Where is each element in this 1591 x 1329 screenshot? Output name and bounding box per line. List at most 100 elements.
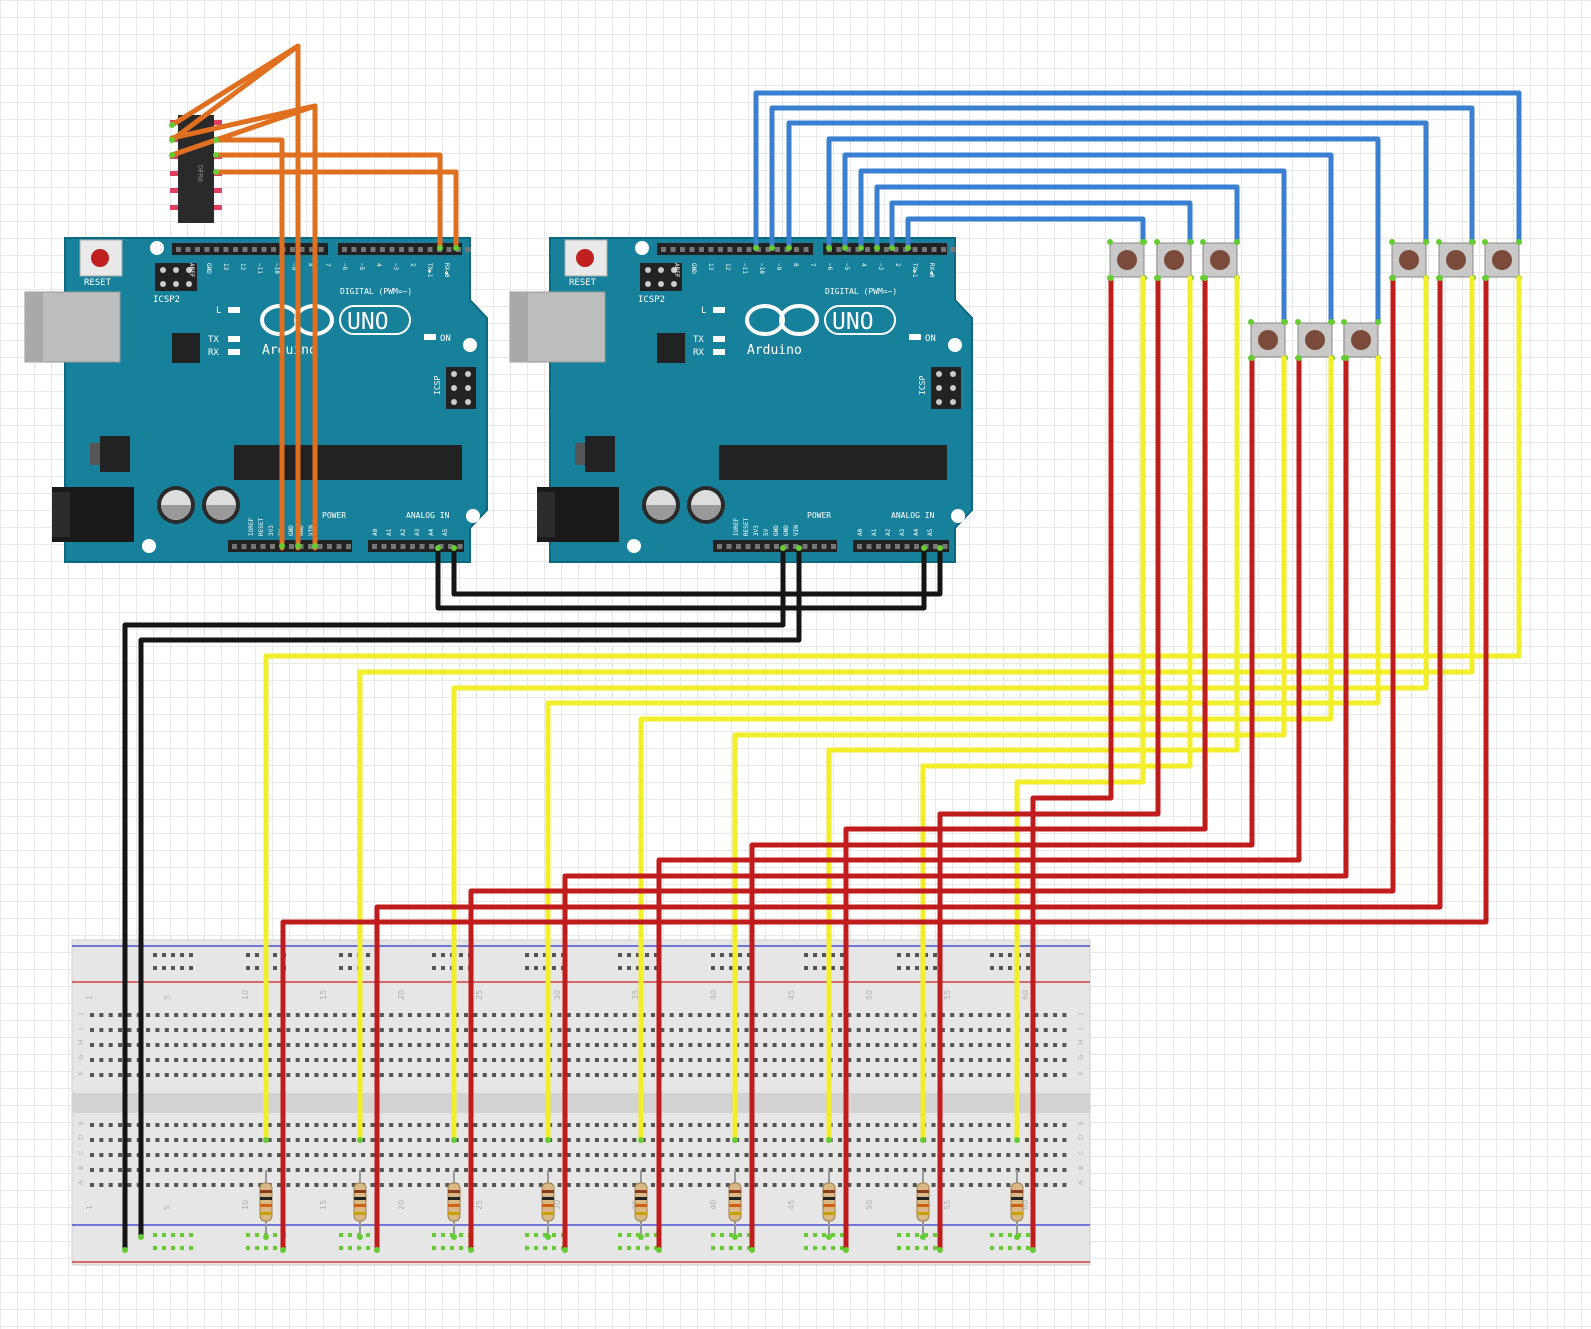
resistor bbox=[1010, 1170, 1024, 1235]
breadboard-hole bbox=[669, 1168, 674, 1172]
wire-end bbox=[749, 1247, 755, 1253]
header-pin bbox=[185, 247, 191, 252]
breadboard-hole bbox=[912, 1153, 917, 1157]
resistor-pin bbox=[451, 1234, 457, 1240]
breadboard-hole bbox=[585, 1043, 590, 1047]
breadboard-hole bbox=[351, 1123, 356, 1127]
breadboard-hole bbox=[211, 1168, 216, 1172]
breadboard-hole bbox=[744, 1058, 749, 1062]
breadboard-hole bbox=[1006, 1058, 1011, 1062]
breadboard-hole bbox=[277, 1013, 281, 1017]
wire-end bbox=[280, 1247, 286, 1253]
resistor-body bbox=[1010, 1182, 1024, 1222]
header-pin bbox=[950, 247, 956, 252]
breadboard-hole bbox=[744, 1123, 749, 1127]
resistor-band bbox=[542, 1197, 554, 1200]
breadboard-hole bbox=[426, 1028, 431, 1032]
resistor-band bbox=[823, 1204, 835, 1207]
pin-label: TX▶1 bbox=[911, 263, 918, 278]
breadboard-hole bbox=[838, 1138, 842, 1142]
breadboard-hole bbox=[351, 1183, 356, 1187]
pin-label: 13 bbox=[222, 263, 229, 271]
breadboard-hole bbox=[164, 1183, 169, 1187]
breadboard-hole bbox=[813, 953, 817, 957]
header-pin bbox=[380, 247, 385, 252]
breadboard-hole bbox=[725, 1013, 730, 1017]
breadboard-hole bbox=[361, 1123, 366, 1127]
breadboard-hole bbox=[417, 1043, 422, 1047]
breadboard-hole bbox=[379, 1043, 384, 1047]
breadboard-hole bbox=[922, 1153, 927, 1157]
breadboard-hole bbox=[996, 1138, 1001, 1142]
wire-blue bbox=[786, 120, 1429, 251]
pin-label: VIN bbox=[308, 525, 315, 536]
wire-yellow bbox=[826, 275, 1240, 1143]
breadboard-hole bbox=[763, 1153, 768, 1157]
icsp-label: ICSP bbox=[918, 376, 927, 395]
breadboard-hole bbox=[323, 1153, 328, 1157]
breadboard-hole bbox=[333, 1153, 338, 1157]
header-pin bbox=[775, 247, 780, 252]
breadboard-hole bbox=[286, 1168, 291, 1172]
atmega-chip bbox=[719, 445, 947, 480]
breadboard-hole bbox=[492, 1153, 497, 1157]
breadboard-hole bbox=[146, 1123, 151, 1127]
breadboard-hole bbox=[426, 1123, 431, 1127]
breadboard-hole bbox=[379, 1073, 384, 1077]
breadboard-hole bbox=[1034, 1153, 1039, 1157]
breadboard-rail-hole bbox=[1026, 1233, 1030, 1237]
breadboard-hole bbox=[632, 1138, 637, 1142]
breadboard-hole bbox=[426, 1138, 431, 1142]
breadboard-rail-hole bbox=[636, 1246, 640, 1250]
breadboard-hole bbox=[361, 1138, 366, 1142]
breadboard-hole bbox=[933, 966, 937, 970]
breadboard-hole bbox=[342, 1168, 347, 1172]
breadboard-hole bbox=[968, 1058, 973, 1062]
breadboard-hole bbox=[585, 1183, 590, 1187]
breadboard-hole bbox=[990, 953, 994, 957]
breadboard-hole bbox=[108, 1013, 113, 1017]
pin-label: 2 bbox=[894, 263, 901, 267]
breadboard-hole bbox=[323, 1123, 328, 1127]
header-pin bbox=[745, 544, 751, 549]
wire-end bbox=[1014, 1137, 1020, 1143]
breadboard-hole bbox=[791, 1183, 796, 1187]
breadboard-hole bbox=[370, 1043, 375, 1047]
resistor-band bbox=[354, 1197, 366, 1200]
breadboard-hole bbox=[239, 1013, 244, 1017]
breadboard-hole bbox=[464, 1058, 468, 1062]
breadboard-hole bbox=[520, 1183, 525, 1187]
breadboard-hole bbox=[183, 1168, 188, 1172]
breadboard-hole bbox=[809, 1123, 814, 1127]
wire-end bbox=[1234, 239, 1240, 245]
breadboard-rail-hole bbox=[534, 1233, 538, 1237]
breadboard-hole bbox=[978, 1183, 983, 1187]
breadboard-hole bbox=[510, 1028, 515, 1032]
breadboard-hole bbox=[996, 1168, 1001, 1172]
breadboard-rail-hole bbox=[840, 1246, 844, 1250]
breadboard-hole bbox=[744, 1153, 749, 1157]
breadboard-hole bbox=[202, 1123, 207, 1127]
arduino-uno-left: RESET ICSP2 ICSP UNO bbox=[24, 237, 488, 563]
breadboard-hole bbox=[959, 1058, 964, 1062]
breadboard-hole bbox=[435, 1183, 440, 1187]
l-label: L bbox=[701, 306, 706, 316]
breadboard-hole bbox=[679, 1073, 684, 1077]
breadboard-rail-hole bbox=[171, 1233, 175, 1237]
header-pin bbox=[885, 544, 891, 549]
breadboard-hole bbox=[1034, 1183, 1039, 1187]
breadboard-hole bbox=[566, 1028, 571, 1032]
wire-black bbox=[138, 545, 802, 1240]
breadboard-hole bbox=[856, 1013, 861, 1017]
breadboard-hole bbox=[90, 1183, 94, 1187]
breadboard-hole bbox=[987, 1138, 992, 1142]
breadboard-hole bbox=[933, 953, 937, 957]
breadboard-hole bbox=[1006, 1013, 1011, 1017]
wire-end bbox=[843, 1247, 849, 1253]
breadboard-hole bbox=[679, 1153, 684, 1157]
breadboard-hole bbox=[894, 1168, 899, 1172]
breadboard-hole bbox=[838, 1013, 842, 1017]
wire-end bbox=[312, 543, 318, 549]
icsp-label: ICSP bbox=[433, 376, 442, 395]
breadboard-hole bbox=[557, 1028, 562, 1032]
